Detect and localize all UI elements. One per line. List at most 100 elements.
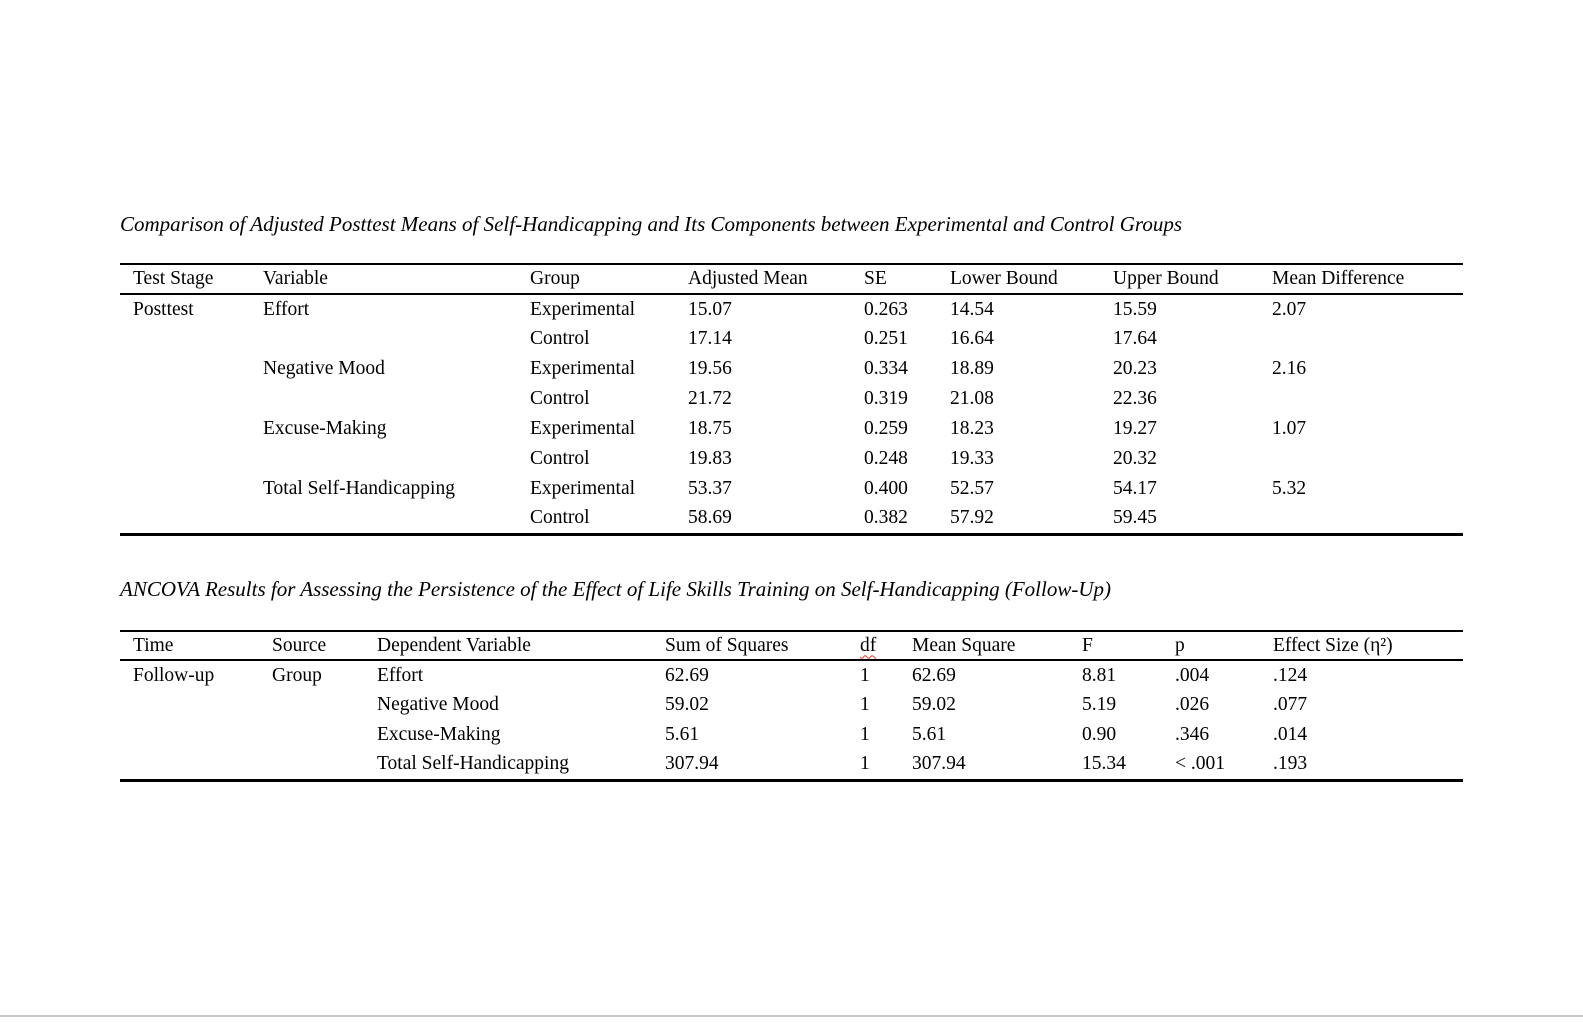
column-header: df — [847, 631, 899, 660]
cell — [250, 384, 517, 414]
cell: 1 — [860, 753, 870, 775]
cell: 1.07 — [1272, 418, 1307, 439]
cell: 19.27 — [1113, 418, 1157, 439]
cell: .193 — [1273, 753, 1308, 775]
cell: 18.75 — [688, 418, 732, 439]
cell: 52.57 — [950, 478, 994, 499]
cell: 15.34 — [1082, 753, 1126, 775]
cell: 53.37 — [688, 478, 732, 499]
table1-title: Comparison of Adjusted Posttest Means of… — [120, 212, 1182, 236]
table-row: Control 21.72 0.319 21.08 22.36 — [120, 384, 1463, 414]
cell: 18.23 — [950, 418, 994, 439]
cell: Negative Mood — [377, 694, 499, 715]
table-row: Control 19.83 0.248 19.33 20.32 — [120, 444, 1463, 474]
cell — [120, 354, 250, 384]
column-header: Source — [272, 634, 327, 656]
cell: Excuse-Making — [263, 418, 387, 439]
cell: Experimental — [530, 478, 636, 499]
cell — [120, 750, 259, 780]
cell: 17.64 — [1113, 328, 1157, 349]
cell: 5.61 — [665, 724, 700, 745]
cell: Total Self-Handicapping — [377, 753, 569, 775]
cell — [259, 720, 364, 750]
table1-header-row: Test Stage Variable Group Adjusted Mean SE Lo… — [120, 264, 1463, 294]
cell — [120, 384, 250, 414]
table-row: Excuse-Making 5.61 1 5.61 0.90 .346 .014 — [120, 720, 1463, 750]
cell: < .001 — [1175, 753, 1225, 775]
table-row: Negative Mood 59.02 1 59.02 5.19 .026 .077 — [120, 690, 1463, 720]
cell: 59.02 — [912, 694, 956, 715]
window-bottom-border — [0, 1015, 1583, 1017]
cell: Posttest — [133, 298, 194, 320]
cell — [120, 474, 250, 504]
cell: 21.72 — [688, 388, 732, 409]
column-header: F — [1082, 634, 1093, 656]
cell: 0.334 — [864, 358, 908, 379]
cell: 2.07 — [1272, 298, 1307, 320]
cell: 0.263 — [864, 298, 908, 320]
cell: Experimental — [530, 418, 636, 439]
cell: 59.02 — [665, 694, 709, 715]
cell: 18.89 — [950, 358, 994, 379]
cell: 15.07 — [688, 298, 732, 320]
column-header: Time — [133, 634, 174, 656]
cell: 58.69 — [688, 507, 732, 529]
column-header: p — [1175, 634, 1185, 656]
cell: 0.382 — [864, 507, 908, 529]
table-row: Control 17.14 0.251 16.64 17.64 — [120, 324, 1463, 354]
column-header: Test Stage — [133, 268, 214, 289]
cell: .014 — [1273, 724, 1308, 745]
cell: 307.94 — [912, 753, 966, 775]
cell: 0.90 — [1082, 724, 1117, 745]
table-row: Follow-up Group Effort 62.69 1 62.69 8.81 .004.… — [120, 660, 1463, 690]
cell: 0.259 — [864, 418, 908, 439]
cell — [1259, 504, 1463, 534]
cell: 1 — [860, 694, 870, 715]
column-header: Dependent Variable — [377, 634, 531, 656]
cell: Control — [530, 328, 590, 349]
cell: Effort — [263, 298, 310, 320]
column-header: Upper Bound — [1113, 268, 1219, 289]
cell: Follow-up — [133, 664, 215, 686]
cell: Experimental — [530, 298, 636, 320]
posttest-means-table: Test Stage Variable Group Adjusted Mean SE Lo… — [120, 263, 1463, 536]
column-header: SE — [864, 268, 887, 289]
column-header: Sum of Squares — [665, 634, 789, 656]
cell: 5.32 — [1272, 478, 1307, 499]
cell: 307.94 — [665, 753, 719, 775]
cell: 16.64 — [950, 328, 994, 349]
cell: .077 — [1273, 694, 1308, 715]
cell: 57.92 — [950, 507, 994, 529]
cell: 8.81 — [1082, 664, 1117, 686]
column-header: Mean Square — [912, 634, 1016, 656]
cell — [1259, 444, 1463, 474]
cell: 17.14 — [688, 328, 732, 349]
cell: 19.56 — [688, 358, 732, 379]
cell: 20.32 — [1113, 448, 1157, 469]
cell: 21.08 — [950, 388, 994, 409]
cell — [1259, 324, 1463, 354]
column-header: Mean Difference — [1272, 268, 1405, 289]
cell: .004 — [1175, 664, 1210, 686]
cell: .124 — [1273, 664, 1308, 686]
cell — [120, 690, 259, 720]
cell: 14.54 — [950, 298, 994, 320]
cell: Excuse-Making — [377, 724, 501, 745]
cell — [120, 504, 250, 534]
cell: 59.45 — [1113, 507, 1157, 529]
cell: 15.59 — [1113, 298, 1157, 320]
cell: 0.400 — [864, 478, 908, 499]
cell — [259, 750, 364, 780]
column-header: Lower Bound — [950, 268, 1058, 289]
cell: 54.17 — [1113, 478, 1157, 499]
table-row: Total Self-Handicapping 307.94 1 307.94 15.3… — [120, 750, 1463, 780]
cell: .026 — [1175, 694, 1210, 715]
column-header: Group — [530, 268, 580, 289]
cell: Negative Mood — [263, 358, 385, 379]
cell: Group — [272, 664, 322, 686]
cell: 2.16 — [1272, 358, 1307, 379]
table-row: Posttest Effort Experimental 15.07 0.263 14.5… — [120, 294, 1463, 324]
table-row: Total Self-Handicapping Experimental 53.37… — [120, 474, 1463, 504]
cell: Experimental — [530, 358, 636, 379]
